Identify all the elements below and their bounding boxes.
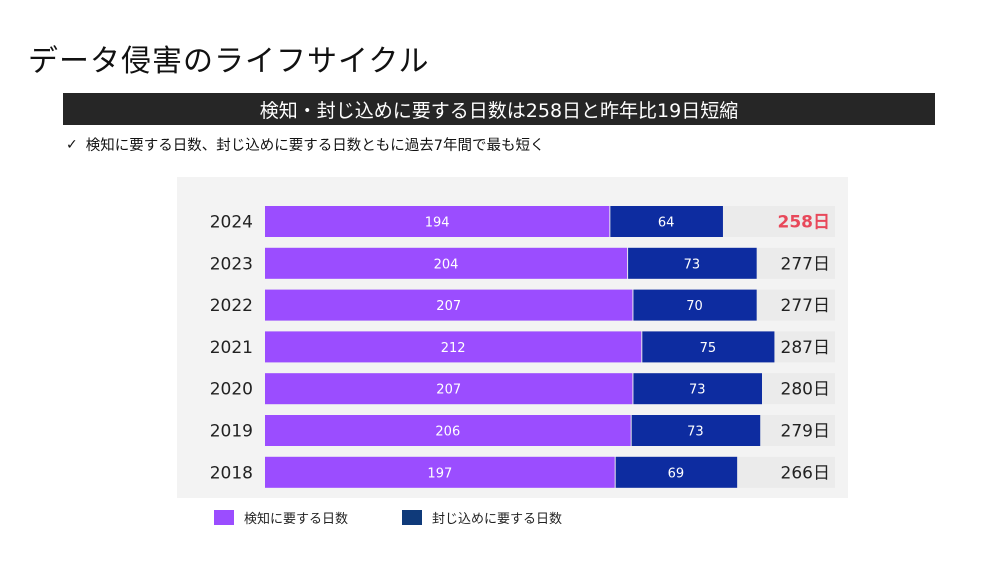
bar-label-detect: 207 [436,383,461,398]
bar-detect [265,456,615,488]
headline-banner: 検知・封じ込めに要する日数は258日と昨年比19日短縮 [63,93,935,125]
year-label: 2019 [210,422,253,442]
year-label: 2020 [210,380,253,400]
bar-contain [642,331,775,363]
bar-detect [265,247,628,279]
year-label: 2021 [210,338,253,358]
page-title: データ侵害のライフサイクル [28,44,430,79]
total-label: 266日 [781,463,830,483]
bar-contain [631,415,761,446]
bar-contain [615,456,738,488]
checkmark-icon: ✓ [66,136,78,153]
bar-label-detect: 212 [441,341,466,356]
banner-text: 検知・封じ込めに要する日数は258日と昨年比19日短縮 [259,99,739,122]
bar-detect [265,331,642,363]
total-label: 277日 [781,254,830,274]
bullet-point: ✓ 検知に要する日数、封じ込めに要する日数ともに過去7年間で最も短く [66,134,544,155]
bar-contain [633,373,762,405]
chart-legend: 検知に要する日数 封じ込めに要する日数 [214,508,562,527]
chart-panel: 2024 194 64 258日 2023 204 73 277日 2022 207 70 277日 2… [177,177,848,498]
legend-label-contain: 封じ込めに要する日数 [432,512,563,527]
bar-label-detect: 207 [436,299,461,314]
bar-label-contain: 75 [700,341,717,356]
bullet-text: 検知に要する日数、封じ込めに要する日数ともに過去7年間で最も短く [85,138,545,154]
bar-label-detect: 206 [435,425,460,440]
legend-swatch-contain [402,510,423,525]
bar-label-contain: 73 [684,257,701,272]
bar-label-contain: 64 [658,216,675,231]
bar-label-detect: 204 [434,257,459,272]
year-label: 2023 [210,254,253,274]
bar-detect [265,415,631,446]
total-label: 280日 [781,380,830,400]
total-label: 287日 [781,338,830,358]
legend-label-detect: 検知に要する日数 [244,512,349,527]
bar-label-contain: 69 [668,466,685,481]
year-label: 2018 [210,463,253,483]
bar-contain [628,247,757,279]
total-label: 258日 [778,213,831,233]
legend-item-detect: 検知に要する日数 [214,508,348,527]
bar-detect [265,373,633,405]
bar-contain [633,289,757,321]
bar-label-detect: 194 [425,216,450,231]
total-label: 279日 [781,422,830,442]
bar-detect [265,206,610,237]
bar-label-contain: 73 [687,425,704,440]
legend-item-contain: 封じ込めに要する日数 [402,508,562,527]
bar-contain [610,206,723,237]
bar-label-contain: 73 [689,383,706,398]
year-label: 2024 [210,213,253,233]
bar-detect [265,289,633,321]
legend-swatch-detect [214,510,234,525]
bar-label-contain: 70 [686,299,703,314]
year-label: 2022 [210,296,253,316]
stacked-bar-chart: 2024 194 64 258日 2023 204 73 277日 2022 207 70 277日 2… [210,206,835,488]
total-label: 277日 [781,296,830,316]
bar-label-detect: 197 [427,466,452,481]
